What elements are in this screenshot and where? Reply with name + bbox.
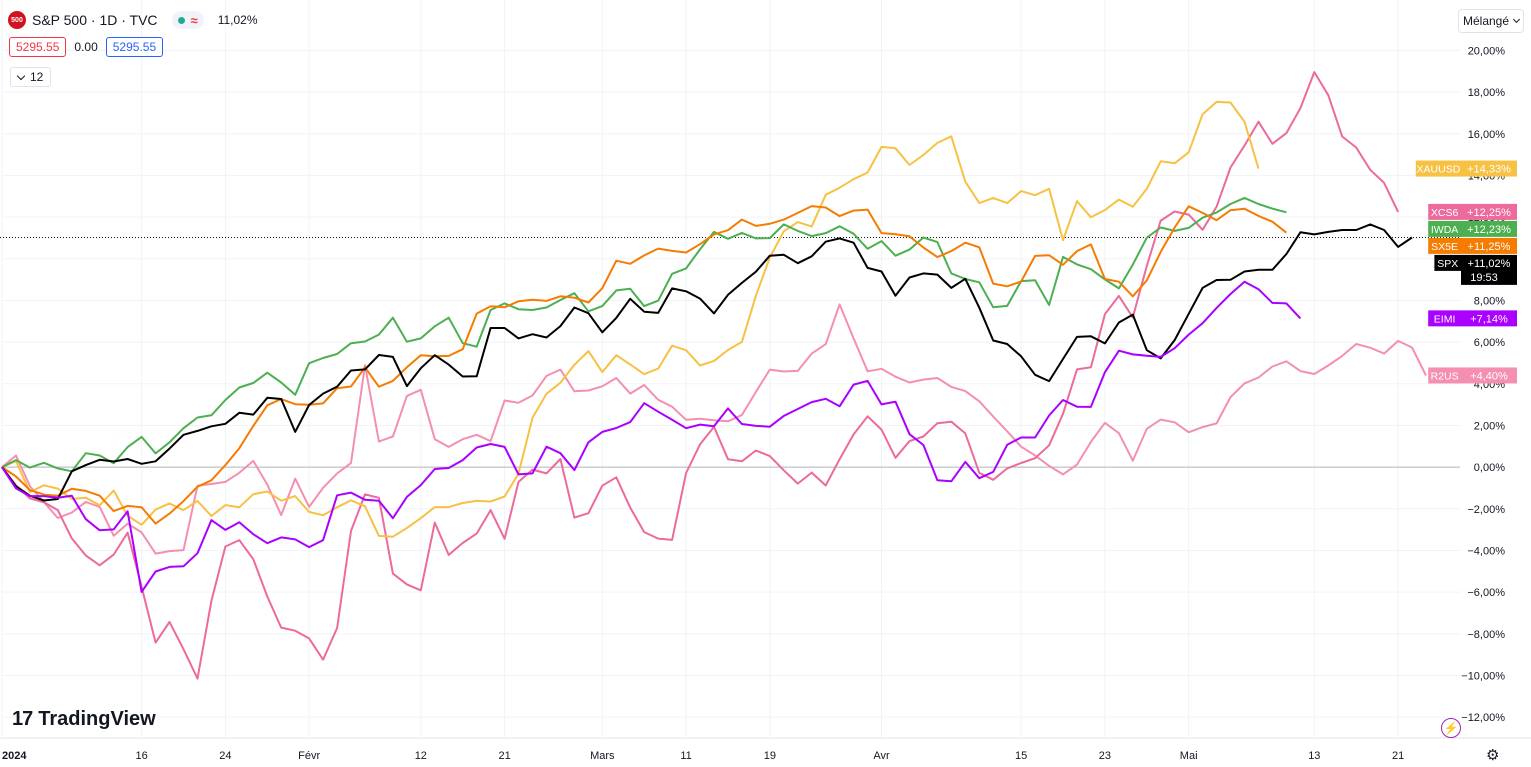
y-tick-label-12: −4,00% bbox=[1467, 545, 1505, 557]
badge-name: IWDA bbox=[1431, 224, 1458, 236]
badge-name-bg bbox=[1415, 160, 1461, 177]
x-tick-label-8: 19 bbox=[764, 750, 776, 762]
x-tick-label-12: Mai bbox=[1180, 750, 1198, 762]
badge-value: +12,25% bbox=[1467, 207, 1511, 219]
x-tick-label-9: Avr bbox=[873, 750, 890, 762]
y-tick-label-15: −10,00% bbox=[1461, 670, 1505, 682]
x-tick-label-13: 13 bbox=[1308, 750, 1320, 762]
x-tick-label-10: 15 bbox=[1015, 750, 1027, 762]
badge-sx5e[interactable]: SX5E +11,25% bbox=[1428, 237, 1517, 254]
badge-value-bg bbox=[1461, 367, 1517, 384]
y-tick-label-1: 18,00% bbox=[1468, 87, 1506, 99]
x-axis: 2024 16 24 Févr 12 21 Mars 11 19 Avr 15 23 Mai 13 21 bbox=[0, 737, 1531, 762]
badge-value-bg bbox=[1461, 220, 1517, 237]
badge-value-bg bbox=[1461, 237, 1517, 254]
badge-value: +4,40% bbox=[1470, 370, 1508, 382]
badge-name: SX5E bbox=[1431, 241, 1458, 253]
x-tick-label-14: 21 bbox=[1392, 750, 1404, 762]
wave-icon: ≈ bbox=[190, 12, 198, 28]
x-tick-label-0: 2024 bbox=[2, 750, 27, 762]
badge-value-bg bbox=[1461, 160, 1517, 177]
x-tick-label-5: 21 bbox=[498, 750, 510, 762]
scale-mode-dropdown[interactable]: Mélangé bbox=[1458, 9, 1524, 33]
badge-name-bg bbox=[1428, 310, 1461, 327]
y-tick-label-16: −12,00% bbox=[1461, 712, 1505, 724]
badge-countdown: 19:53 bbox=[1470, 272, 1498, 284]
y-tick-label-6: 8,00% bbox=[1474, 295, 1505, 307]
series-line-iwda[interactable] bbox=[1, 196, 1287, 473]
badge-value: +12,23% bbox=[1467, 224, 1511, 236]
badge-name: SPX bbox=[1437, 258, 1458, 270]
spread-value: 0.00 bbox=[74, 40, 98, 54]
chevron-down-icon bbox=[16, 71, 26, 80]
x-tick-label-6: Mars bbox=[590, 750, 615, 762]
series-lines bbox=[1, 71, 1427, 680]
badge-name: EIMI bbox=[1434, 313, 1456, 325]
badge-r2us[interactable]: R2US +4,40% bbox=[1428, 367, 1517, 384]
badge-value-bg bbox=[1461, 310, 1517, 327]
badge-name-bg bbox=[1428, 237, 1461, 254]
series-line-sx5e[interactable] bbox=[1, 205, 1288, 525]
tradingview-logo[interactable]: 17 TradingView bbox=[12, 708, 156, 731]
badge-iwda[interactable]: IWDA +12,23% bbox=[1428, 220, 1517, 237]
badge-value: +7,14% bbox=[1470, 313, 1508, 325]
series-line-r2us[interactable] bbox=[1, 303, 1427, 555]
badge-name: R2US bbox=[1431, 370, 1459, 382]
y-tick-label-14: −8,00% bbox=[1467, 629, 1505, 641]
series-last-value-badges: XAUUSD +14,33% XCS6 +12,25% IWDA +12,23% SX5E +… bbox=[1415, 160, 1517, 384]
series-line-xauusd[interactable] bbox=[1, 100, 1260, 538]
badge-name-bg bbox=[1428, 203, 1461, 220]
indicators-collapse-button[interactable]: 12 bbox=[10, 67, 52, 87]
badge-value: +11,02% bbox=[1468, 258, 1511, 270]
y-tick-label-0: 20,00% bbox=[1468, 45, 1506, 57]
y-tick-label-10: 0,00% bbox=[1474, 462, 1505, 474]
price-row: 5295.55 0.00 5295.55 bbox=[9, 37, 164, 57]
badge-name-bg bbox=[1428, 220, 1461, 237]
badge-eimi[interactable]: EIMI +7,14% bbox=[1428, 310, 1517, 327]
tradingview-mark-icon: 17 bbox=[12, 708, 33, 730]
badge-value: +14,33% bbox=[1467, 164, 1511, 176]
x-tick-label-2: 24 bbox=[219, 750, 231, 762]
y-tick-label-7: 6,00% bbox=[1474, 337, 1505, 349]
change-percent: 11,02% bbox=[217, 13, 258, 27]
badge-xcs6[interactable]: XCS6 +12,25% bbox=[1428, 203, 1517, 220]
badge-xauusd[interactable]: XAUUSD +14,33% bbox=[1415, 160, 1517, 177]
x-tick-label-7: 11 bbox=[680, 750, 691, 762]
x-tick-label-11: 23 bbox=[1099, 750, 1111, 762]
x-tick-label-4: 12 bbox=[415, 750, 427, 762]
x-tick-label-3: Févr bbox=[298, 750, 320, 762]
market-open-dot-icon bbox=[177, 16, 185, 24]
series-line-xcs6[interactable] bbox=[1, 71, 1400, 680]
market-status-pill[interactable]: ≈ bbox=[171, 11, 204, 29]
gear-icon[interactable]: ⚙ bbox=[1486, 747, 1500, 764]
badge-spx[interactable]: SPX +11,02% 19:53 bbox=[1434, 254, 1517, 285]
badge-value: +11,25% bbox=[1468, 241, 1511, 253]
y-tick-label-2: 16,00% bbox=[1468, 129, 1506, 141]
y-tick-label-13: −6,00% bbox=[1467, 587, 1505, 599]
x-tick-label-1: 16 bbox=[135, 750, 147, 762]
badge-value-bg bbox=[1461, 254, 1517, 285]
badge-name: XCS6 bbox=[1431, 207, 1459, 219]
indicators-count: 12 bbox=[30, 70, 44, 84]
y-axis: 20,00%18,00%16,00%14,00%12,00%10,00%8,00… bbox=[1461, 45, 1505, 724]
badge-value-bg bbox=[1461, 203, 1517, 220]
badge-name: XAUUSD bbox=[1417, 164, 1461, 176]
series-line-eimi[interactable] bbox=[1, 280, 1302, 593]
chevron-down-icon bbox=[1512, 15, 1521, 24]
badge-name-bg bbox=[1434, 254, 1461, 271]
chart-grid bbox=[1, 0, 1460, 738]
y-tick-label-9: 2,00% bbox=[1474, 420, 1505, 432]
lightning-icon[interactable]: ⚡ bbox=[1441, 718, 1461, 738]
sell-price-button[interactable]: 5295.55 bbox=[9, 37, 67, 57]
series-line-spx[interactable] bbox=[1, 223, 1413, 502]
chart-legend-header: 500 S&P 500 · 1D · TVC ≈ 11,02% bbox=[8, 9, 258, 31]
sp500-logo-icon: 500 bbox=[8, 11, 26, 29]
y-tick-label-11: −2,00% bbox=[1467, 504, 1505, 516]
buy-price-button[interactable]: 5295.55 bbox=[105, 37, 164, 57]
badge-name-bg bbox=[1428, 367, 1461, 384]
symbol-title[interactable]: S&P 500 · 1D · TVC bbox=[32, 12, 158, 28]
scale-mode-label: Mélangé bbox=[1462, 14, 1510, 28]
tradingview-wordmark: TradingView bbox=[38, 708, 156, 730]
